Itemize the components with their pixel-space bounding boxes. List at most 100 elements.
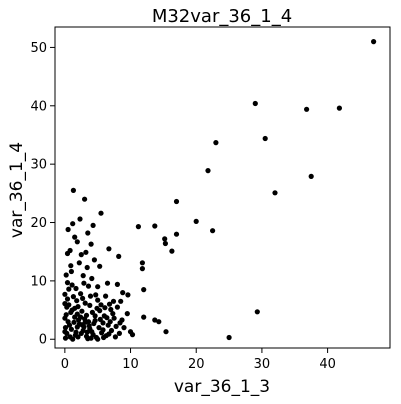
data-point xyxy=(95,297,101,303)
data-point xyxy=(114,281,120,287)
data-point xyxy=(121,325,127,331)
data-point xyxy=(84,329,90,335)
x-tick-label: 0 xyxy=(61,357,69,372)
data-point xyxy=(95,336,101,342)
data-point xyxy=(152,223,158,229)
data-point xyxy=(96,325,102,331)
data-point xyxy=(97,263,103,269)
data-point xyxy=(116,330,122,336)
data-point xyxy=(79,322,85,328)
x-axis-label: var_36_1_3 xyxy=(174,377,270,397)
data-point xyxy=(64,280,71,286)
data-point xyxy=(62,315,68,321)
data-point xyxy=(77,216,83,222)
data-point xyxy=(91,320,97,327)
y-tick-label: 0 xyxy=(39,333,47,348)
data-point xyxy=(89,275,95,282)
data-point xyxy=(62,301,68,307)
data-point xyxy=(304,106,310,112)
data-point xyxy=(74,311,80,317)
data-point xyxy=(92,313,98,319)
data-point xyxy=(73,329,79,335)
data-point xyxy=(66,322,73,328)
data-point xyxy=(87,302,93,308)
data-point xyxy=(78,314,84,320)
data-point xyxy=(127,329,134,335)
data-point xyxy=(101,334,107,341)
data-point xyxy=(65,226,71,233)
y-axis-label: var_36_1_4 xyxy=(7,142,27,238)
data-point xyxy=(173,231,180,237)
data-points xyxy=(62,39,377,342)
data-point xyxy=(72,305,78,311)
data-point xyxy=(213,140,219,146)
data-point xyxy=(62,291,68,297)
x-axis: 0 10 20 30 40 xyxy=(61,348,336,372)
y-tick-label: 20 xyxy=(30,216,47,231)
data-point xyxy=(169,248,175,254)
data-point xyxy=(64,296,71,302)
data-point xyxy=(107,319,113,325)
data-point xyxy=(75,334,81,340)
data-point xyxy=(113,323,119,329)
data-point xyxy=(79,308,85,314)
data-point xyxy=(111,315,117,321)
data-point xyxy=(152,317,158,323)
data-point xyxy=(85,283,92,289)
data-point xyxy=(106,331,112,337)
data-point xyxy=(162,236,168,242)
data-point xyxy=(80,273,86,279)
data-point xyxy=(66,302,72,308)
y-axis: 0 10 20 30 40 50 xyxy=(30,41,55,348)
plot-frame xyxy=(54,26,391,349)
data-point xyxy=(308,173,314,179)
data-point xyxy=(205,168,211,174)
data-point xyxy=(88,335,94,341)
data-point xyxy=(85,319,92,325)
data-point xyxy=(141,287,147,293)
data-point xyxy=(103,293,109,299)
data-point xyxy=(98,210,104,216)
data-point xyxy=(93,292,99,298)
data-point xyxy=(82,300,88,306)
data-point xyxy=(74,324,80,330)
data-point xyxy=(156,319,162,325)
data-point xyxy=(163,329,169,335)
data-point xyxy=(74,298,80,304)
data-point xyxy=(110,311,116,317)
chart-title: M32var_36_1_4 xyxy=(152,6,292,27)
data-point xyxy=(104,315,110,321)
data-point xyxy=(97,308,103,314)
data-point xyxy=(81,280,87,286)
y-tick-label: 40 xyxy=(30,99,47,114)
data-point xyxy=(68,268,74,275)
data-point xyxy=(254,309,260,315)
data-point xyxy=(210,228,216,234)
data-point xyxy=(90,222,96,228)
data-point xyxy=(114,304,120,310)
data-point xyxy=(106,246,112,252)
data-point xyxy=(106,301,113,307)
data-point xyxy=(71,319,77,325)
data-point xyxy=(91,257,97,263)
x-tick-label: 40 xyxy=(319,357,336,372)
x-tick-label: 30 xyxy=(254,357,271,372)
data-point xyxy=(162,240,168,247)
y-tick-label: 30 xyxy=(30,158,47,173)
data-point xyxy=(78,291,84,297)
data-point xyxy=(118,298,124,304)
data-point xyxy=(117,320,123,326)
data-point xyxy=(63,272,69,278)
data-point xyxy=(83,312,90,318)
data-point xyxy=(78,330,84,336)
data-point xyxy=(68,326,74,332)
data-point xyxy=(69,282,75,288)
data-point xyxy=(141,314,147,320)
data-point xyxy=(68,263,74,269)
data-point xyxy=(139,260,145,266)
data-point xyxy=(110,298,117,304)
data-point xyxy=(74,239,80,245)
data-point xyxy=(193,218,199,224)
data-point xyxy=(67,334,73,340)
